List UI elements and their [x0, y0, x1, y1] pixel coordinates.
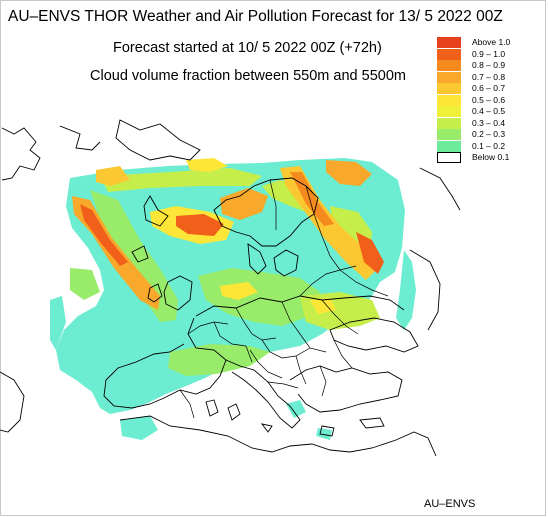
credit-label: AU–ENVS	[424, 498, 476, 510]
legend-item: 0.6 – 0.7	[437, 83, 545, 95]
legend-swatch	[437, 140, 461, 152]
legend-swatch	[437, 152, 461, 163]
legend-item: Above 1.0	[437, 37, 545, 49]
legend-item: Below 0.1	[437, 152, 545, 164]
legend-swatch	[437, 117, 461, 129]
cloud-field-high	[72, 158, 384, 314]
country-borders	[179, 179, 389, 419]
legend-item: 0.7 – 0.8	[437, 71, 545, 84]
legend-swatch	[437, 60, 461, 71]
legend-swatch	[437, 106, 461, 117]
forecast-start-label: Forecast started at 10/ 5 2022 00Z (+72h…	[113, 40, 382, 56]
legend-swatch	[437, 71, 461, 83]
legend-item: 0.2 – 0.3	[437, 129, 545, 141]
legend-swatch	[437, 129, 461, 140]
legend-item: 0.8 – 0.9	[437, 60, 545, 72]
legend-label: 0.2 – 0.3	[472, 129, 506, 139]
legend-swatch	[437, 94, 461, 106]
legend-item: 0.9 – 1.0	[437, 48, 545, 61]
legend-label: 0.8 – 0.9	[472, 60, 506, 70]
legend-label: 0.5 – 0.6	[472, 94, 506, 105]
field-name-label: Cloud volume fraction between 550m and 5…	[90, 68, 406, 84]
legend-label: Below 0.1	[472, 152, 510, 162]
legend-label: 0.7 – 0.8	[472, 71, 506, 82]
color-legend: Above 1.0 0.9 – 1.0 0.8 – 0.9 0.7 – 0.8 …	[437, 37, 545, 164]
legend-item: 0.3 – 0.4	[437, 117, 545, 130]
legend-label: 0.3 – 0.4	[472, 117, 506, 128]
legend-swatch	[437, 37, 461, 48]
legend-label: 0.6 – 0.7	[472, 83, 506, 93]
legend-swatch	[437, 48, 461, 60]
legend-item: 0.5 – 0.6	[437, 94, 545, 107]
legend-item: 0.4 – 0.5	[437, 106, 545, 118]
legend-label: 0.4 – 0.5	[472, 106, 506, 116]
legend-item: 0.1 – 0.2	[437, 140, 545, 153]
legend-swatch	[437, 83, 461, 94]
map-title: AU–ENVS THOR Weather and Air Pollution F…	[8, 8, 503, 25]
legend-label: 0.9 – 1.0	[472, 48, 506, 59]
legend-label: Above 1.0	[472, 37, 511, 47]
legend-label: 0.1 – 0.2	[472, 140, 506, 151]
